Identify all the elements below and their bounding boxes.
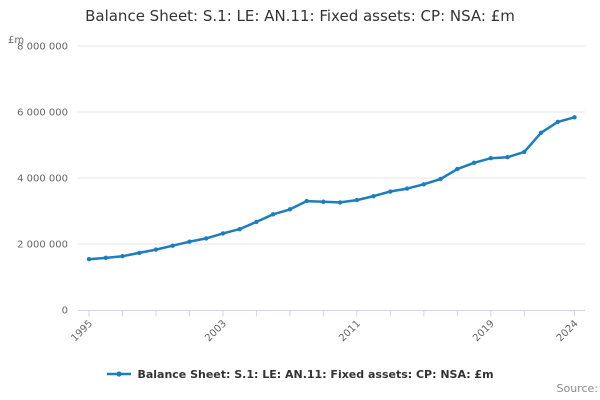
data-point-marker[interactable]: [254, 219, 259, 225]
data-point-marker[interactable]: [220, 231, 226, 236]
data-point-marker[interactable]: [137, 250, 142, 256]
data-point-marker[interactable]: [555, 119, 560, 125]
data-point-marker[interactable]: [421, 182, 427, 187]
data-point-marker[interactable]: [287, 207, 293, 212]
x-axis-tick-label: 2011: [337, 318, 363, 344]
y-axis-tick-label: 2 000 000: [17, 240, 68, 251]
y-axis-tick-label: 0: [62, 306, 68, 317]
legend: Balance Sheet: S.1: LE: AN.11: Fixed ass…: [0, 364, 600, 384]
y-axis-tick-label: 6 000 000: [17, 108, 68, 119]
y-axis-unit-label: £m: [8, 35, 25, 46]
data-point-marker[interactable]: [471, 160, 477, 166]
data-point-marker[interactable]: [455, 166, 460, 172]
data-point-marker[interactable]: [103, 255, 108, 261]
x-axis-tick-label: 2019: [471, 318, 497, 344]
data-point-marker[interactable]: [371, 193, 376, 199]
data-point-marker[interactable]: [153, 247, 159, 252]
source-label: Source:: [556, 382, 599, 395]
plot-area: 0 2 000 000 4 000 000 6 000 000 8 000 000 199…: [17, 42, 585, 344]
series-line[interactable]: [87, 116, 576, 261]
data-point-marker[interactable]: [120, 254, 125, 259]
legend-label: Balance Sheet: S.1: LE: AN.11: Fixed ass…: [137, 367, 494, 381]
x-axis-tick-label: 2003: [203, 318, 229, 344]
data-point-marker[interactable]: [337, 200, 343, 205]
x-axis-tick-label: 1995: [69, 318, 95, 344]
data-point-marker[interactable]: [404, 186, 410, 191]
data-point-marker[interactable]: [388, 189, 393, 194]
data-point-marker[interactable]: [505, 155, 510, 160]
data-point-marker[interactable]: [438, 176, 443, 182]
legend-line-marker-icon: [107, 371, 132, 377]
chart-title: Balance Sheet: S.1: LE: AN.11: Fixed ass…: [85, 7, 515, 25]
data-point-marker[interactable]: [488, 156, 493, 161]
data-point-marker[interactable]: [572, 115, 577, 120]
data-point-marker[interactable]: [538, 130, 544, 135]
data-point-marker[interactable]: [354, 197, 360, 203]
data-point-marker[interactable]: [304, 198, 309, 204]
data-point-marker[interactable]: [522, 149, 527, 155]
data-point-marker[interactable]: [86, 256, 92, 262]
data-point-marker[interactable]: [170, 243, 175, 248]
y-axis-tick-label: 4 000 000: [17, 174, 68, 185]
data-point-marker[interactable]: [203, 236, 209, 241]
data-point-marker[interactable]: [270, 212, 276, 217]
x-axis-tick-label: 2024: [555, 318, 581, 344]
y-axis-tick-label: 8 000 000: [17, 42, 68, 53]
data-point-marker[interactable]: [237, 226, 242, 232]
legend-item[interactable]: Balance Sheet: S.1: LE: AN.11: Fixed ass…: [106, 367, 494, 381]
data-point-marker[interactable]: [321, 199, 326, 204]
data-point-marker[interactable]: [187, 239, 192, 244]
